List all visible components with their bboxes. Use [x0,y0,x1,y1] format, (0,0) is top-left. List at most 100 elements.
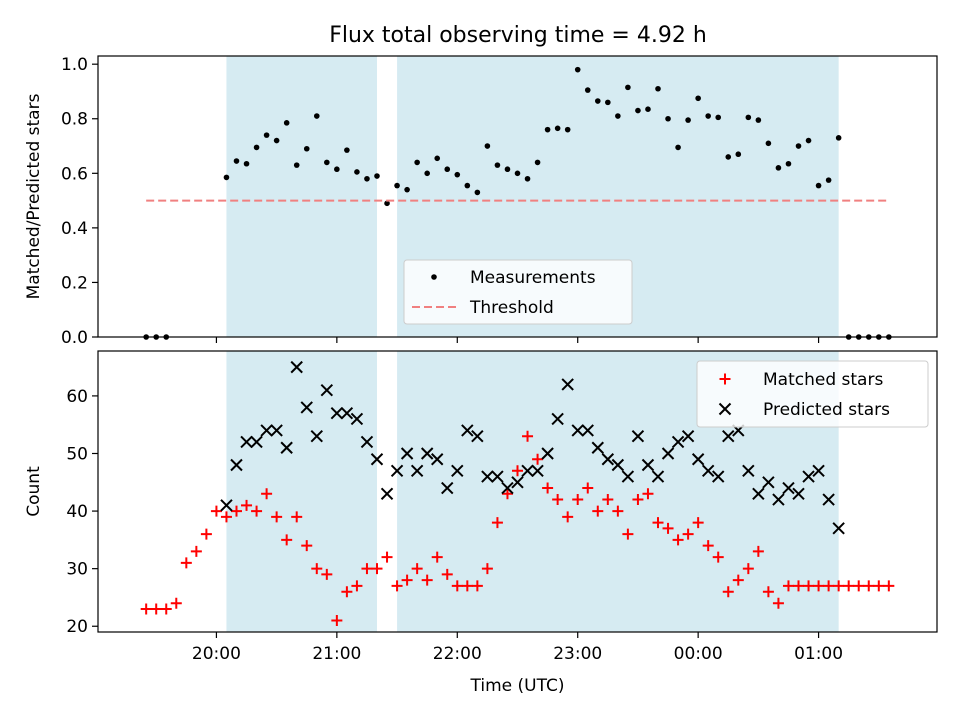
measurement-point [574,66,581,73]
matched-star-point [803,580,815,592]
x-tick-label: 01:00 [794,644,843,664]
matched-star-point [271,511,283,523]
matched-star-point [190,545,202,557]
matched-star-point [873,580,885,592]
measurement-point [665,115,671,122]
predicted-star-point [250,435,263,449]
matched-star-point [200,528,212,540]
y-axis-label: Count [24,466,44,517]
measurement-point [705,113,711,119]
x-tick-label: 23:00 [553,644,602,664]
matched-star-point [431,551,443,563]
predicted-star-point [571,424,584,437]
matched-star-point [381,551,393,563]
matched-star-point [321,568,333,580]
x-tick-label: 22:00 [433,644,482,664]
measurement-point [324,159,330,166]
measurement-point [374,173,380,179]
legend-box [696,360,929,428]
matched-star-point [863,580,875,592]
predicted-star-point [621,470,635,483]
predicted-star-point [360,435,374,449]
predicted-star-point [320,383,334,397]
x-tick-label: 20:00 [192,644,241,664]
predicted-star-point [541,447,554,460]
measurement-point [303,145,310,152]
predicted-star-point [220,499,233,512]
predicted-star-point [601,453,615,466]
measurement-point [635,107,641,114]
measurement-point [825,177,832,183]
predicted-star-point [832,522,845,535]
matched-star-point [843,580,855,592]
matched-star-point [491,517,503,529]
observing-interval-shade [226,56,377,337]
measurement-point [424,170,430,177]
predicted-star-point [722,430,735,443]
matched-star-point [762,586,774,598]
matched-star-point [481,563,493,575]
measurement-point [544,126,551,133]
y-axis-label: Matched/Predicted stars [24,93,44,299]
measurement-point [755,117,762,123]
measurement-point [805,137,812,144]
predicted-star-point [511,476,524,489]
predicted-star-point [611,458,625,472]
predicted-star-point [380,487,394,501]
matched-star-point [652,517,664,529]
observing-interval-shade [226,351,377,632]
predicted-star-point [330,406,344,420]
measurement-point [554,125,561,132]
y-tick-label: 60 [66,387,88,407]
measurement-point [233,158,240,164]
predicted-star-point [390,464,404,477]
matched-star-point [140,603,152,615]
measurement-point [625,84,631,91]
measurement-point [645,106,651,112]
measurement-point [273,137,280,144]
matched-star-point [411,563,423,575]
matched-star-point [341,586,353,598]
predicted-star-point [431,453,444,466]
measurement-point [795,143,802,149]
predicted-star-point [451,464,464,477]
matched-star-point [230,505,242,517]
measurement-point [815,182,822,189]
measurement-point [725,154,732,160]
matched-star-point [672,534,684,546]
measurement-point [484,143,491,149]
y-tick-label: 40 [66,502,88,522]
y-tick-label: 0.6 [61,164,88,184]
axes-frame [97,55,938,338]
legend-label-matched: Matched stars [763,370,883,390]
measurement-point [394,182,400,189]
matched-star-point [562,511,574,523]
predicted-star-point [300,401,313,414]
measurement-point [584,87,591,93]
measurement-point [715,114,722,121]
legend-marker-predicted [718,402,732,416]
predicted-star-point [782,481,795,495]
matched-star-point [823,580,835,592]
measurement-point [293,162,300,168]
matched-star-point [602,494,614,506]
x-axis-label: Time (UTC) [470,676,565,696]
matched-star-point [642,488,654,500]
predicted-star-point [812,464,825,477]
measurement-point [283,120,290,126]
measurement-point [675,144,681,151]
measurement-point [735,151,742,158]
measurement-point [765,140,772,147]
predicted-star-point [802,470,815,483]
matched-star-point [281,534,293,546]
matched-star-point [702,540,714,552]
predicted-star-point [400,447,414,460]
measurement-point [263,132,270,138]
matched-star-point [311,563,323,575]
predicted-star-point [521,464,534,477]
legend-marker-measurements [431,274,437,280]
measurement-point [524,175,531,182]
predicted-star-point [230,458,243,472]
predicted-star-point [420,447,434,460]
matched-star-point [582,482,594,494]
